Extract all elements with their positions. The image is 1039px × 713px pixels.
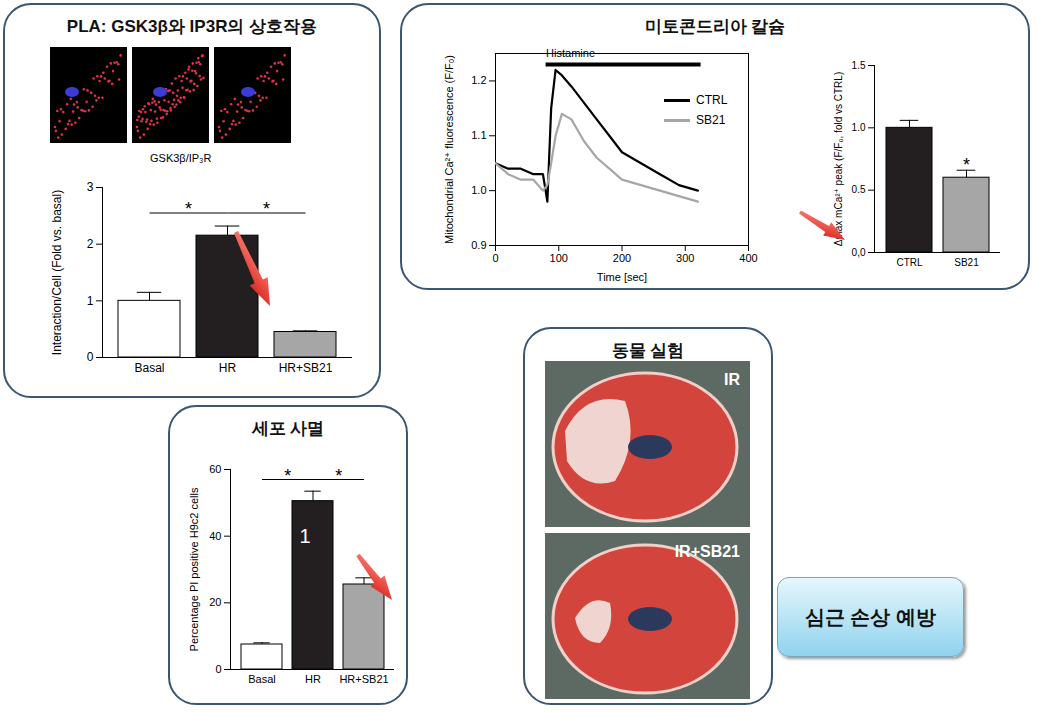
svg-text:20: 20 [209, 596, 221, 608]
html-text:PLA: GSK3β와 IP3R의 상호작용: PLA: GSK3β와 IP3R의 상호작용 [66, 17, 318, 36]
svg-text:1.0: 1.0 [471, 184, 486, 196]
svg-text:300: 300 [676, 252, 694, 264]
svg-text:Histamine: Histamine [546, 47, 595, 59]
svg-text:Interaction/Cell (Fold vs. bas: Interaction/Cell (Fold vs. basal) [50, 190, 64, 355]
svg-text:HR+SB21: HR+SB21 [339, 673, 388, 685]
svg-text:Time [sec]: Time [sec] [597, 271, 647, 283]
html-text:세포 사멸: 세포 사멸 [251, 419, 325, 438]
svg-text:IR: IR [724, 371, 740, 388]
svg-text:0: 0 [87, 350, 94, 364]
svg-text:1: 1 [299, 525, 310, 547]
html-text:미토콘드리아 칼슘: 미토콘드리아 칼슘 [644, 17, 786, 36]
html-text:GSK3β/IP₃R: GSK3β/IP₃R [150, 152, 212, 164]
svg-text:Basal: Basal [248, 673, 276, 685]
svg-text:*: * [963, 155, 970, 175]
svg-text:*: * [185, 199, 192, 219]
svg-text:Percentage PI positive H9c2 ce: Percentage PI positive H9c2 cells [188, 487, 200, 651]
svg-text:100: 100 [550, 252, 568, 264]
svg-text:1.5: 1.5 [852, 60, 866, 71]
svg-text:400: 400 [739, 252, 757, 264]
svg-text:*: * [263, 199, 270, 219]
html-text:심근 손상 예방: 심근 손상 예방 [804, 605, 937, 628]
svg-text:*: * [335, 466, 342, 486]
svg-text:0.5: 0.5 [852, 184, 866, 195]
svg-text:0.9: 0.9 [471, 239, 486, 251]
svg-text:SB21: SB21 [954, 257, 979, 268]
html-text:CTRL: CTRL [696, 93, 728, 107]
svg-text:CTRL: CTRL [896, 257, 923, 268]
svg-text:Mitochondrial Ca²⁺ fluorescenc: Mitochondrial Ca²⁺ fluorescence (F/F₀) [443, 55, 455, 244]
svg-text:200: 200 [613, 252, 631, 264]
svg-text:1.1: 1.1 [471, 129, 486, 141]
svg-text:HR+SB21: HR+SB21 [279, 361, 333, 375]
svg-text:1.0: 1.0 [852, 122, 866, 133]
html-text:동물 실험: 동물 실험 [611, 341, 685, 360]
svg-text:60: 60 [209, 463, 221, 475]
svg-text:Basal: Basal [134, 361, 164, 375]
svg-text:IR+SB21: IR+SB21 [675, 543, 740, 560]
svg-text:0: 0 [215, 663, 221, 675]
svg-text:*: * [284, 466, 291, 486]
svg-text:40: 40 [209, 530, 221, 542]
svg-text:3: 3 [87, 180, 94, 194]
svg-text:2: 2 [87, 237, 94, 251]
html-text:SB21: SB21 [696, 113, 726, 127]
svg-text:HR: HR [305, 673, 321, 685]
svg-text:HR: HR [219, 361, 237, 375]
svg-text:0: 0 [492, 252, 498, 264]
svg-text:1.2: 1.2 [471, 74, 486, 86]
svg-text:Δmax mCa²⁺ peak (F/F₀, fold vs: Δmax mCa²⁺ peak (F/F₀, fold vs CTRL) [833, 72, 844, 246]
svg-text:0,0: 0,0 [852, 247, 866, 258]
svg-text:1: 1 [87, 294, 94, 308]
